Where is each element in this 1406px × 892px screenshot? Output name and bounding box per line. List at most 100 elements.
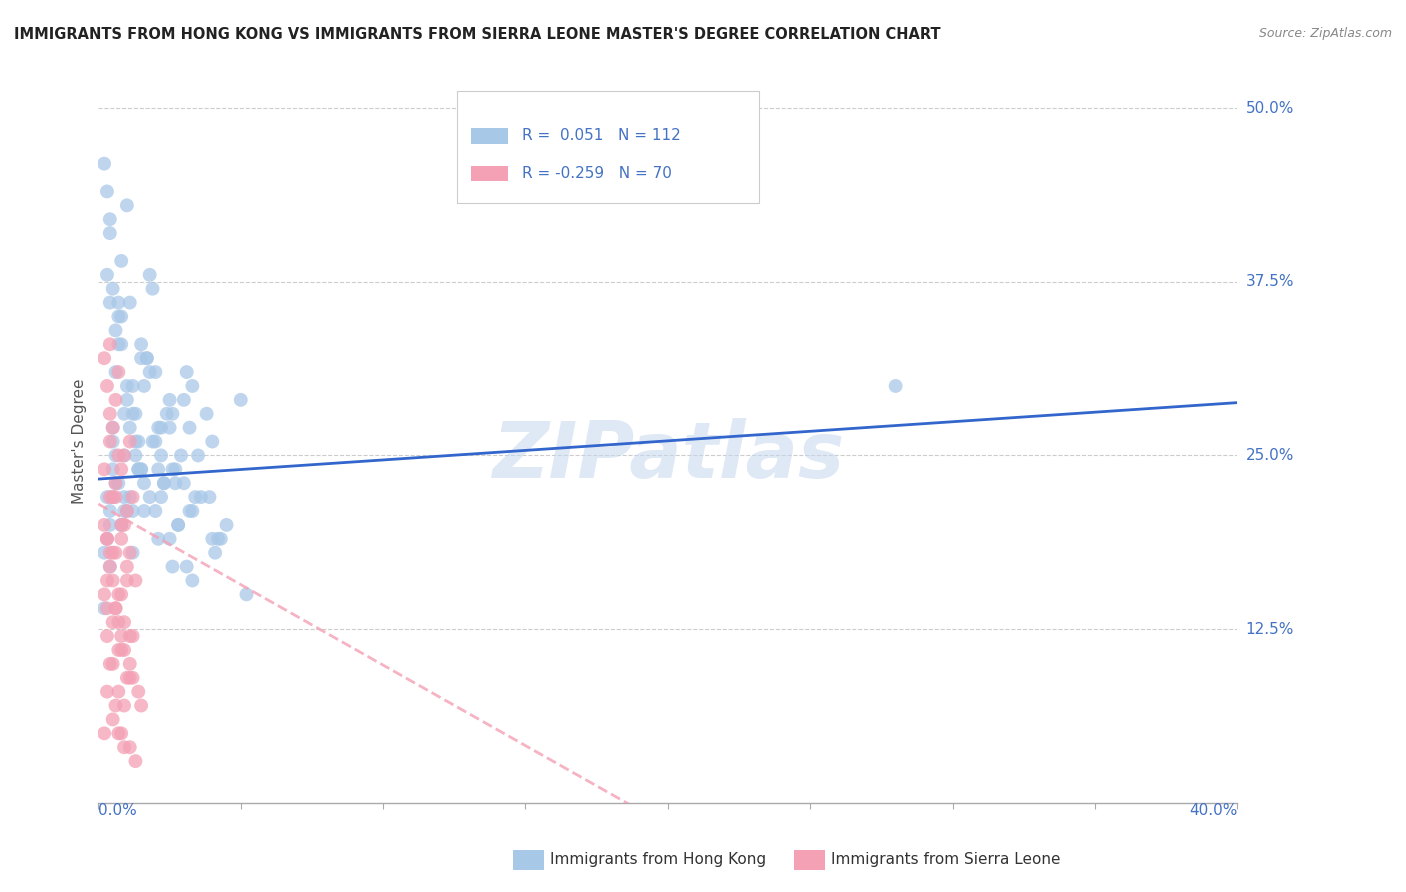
- Point: [176, 559, 198, 574]
- Point: [132, 379, 155, 393]
- Point: [167, 517, 190, 532]
- Point: [93, 156, 115, 170]
- Point: [101, 434, 124, 449]
- Point: [110, 532, 132, 546]
- Point: [104, 476, 127, 491]
- Point: [107, 643, 129, 657]
- Point: [107, 310, 129, 324]
- Point: [96, 629, 118, 643]
- Point: [104, 490, 127, 504]
- Y-axis label: Master's Degree: Master's Degree: [72, 379, 87, 504]
- Point: [107, 587, 129, 601]
- Point: [93, 462, 115, 476]
- Point: [121, 504, 143, 518]
- Point: [165, 462, 187, 476]
- Point: [215, 517, 238, 532]
- Point: [112, 407, 135, 421]
- Point: [124, 449, 146, 463]
- Point: [201, 532, 224, 546]
- Point: [135, 351, 157, 366]
- Point: [141, 282, 163, 296]
- Text: 37.5%: 37.5%: [1246, 274, 1294, 289]
- Point: [96, 574, 118, 588]
- Point: [179, 504, 201, 518]
- Point: [93, 351, 115, 366]
- Point: [132, 476, 155, 491]
- Point: [129, 337, 152, 351]
- Point: [110, 462, 132, 476]
- Point: [101, 282, 124, 296]
- Point: [145, 434, 167, 449]
- Point: [104, 476, 127, 491]
- Point: [98, 559, 121, 574]
- Point: [96, 532, 118, 546]
- Point: [96, 185, 118, 199]
- Point: [162, 407, 184, 421]
- Text: 40.0%: 40.0%: [1189, 803, 1237, 818]
- Text: 12.5%: 12.5%: [1246, 622, 1294, 637]
- Point: [121, 629, 143, 643]
- Point: [235, 587, 257, 601]
- Point: [181, 379, 204, 393]
- Point: [129, 462, 152, 476]
- Text: 25.0%: 25.0%: [1246, 448, 1294, 463]
- Text: ZIPatlas: ZIPatlas: [492, 418, 844, 494]
- Point: [181, 504, 204, 518]
- Point: [93, 546, 115, 560]
- Point: [96, 684, 118, 698]
- Point: [104, 601, 127, 615]
- Point: [93, 517, 115, 532]
- Point: [107, 449, 129, 463]
- Point: [153, 476, 176, 491]
- Point: [112, 517, 135, 532]
- Point: [156, 407, 179, 421]
- Point: [101, 420, 124, 434]
- Point: [148, 532, 170, 546]
- Point: [101, 574, 124, 588]
- Point: [198, 490, 221, 504]
- Point: [98, 407, 121, 421]
- Point: [96, 379, 118, 393]
- Point: [101, 713, 124, 727]
- Point: [170, 449, 193, 463]
- Point: [98, 546, 121, 560]
- Point: [98, 337, 121, 351]
- Point: [98, 226, 121, 240]
- Point: [107, 365, 129, 379]
- Point: [104, 365, 127, 379]
- Point: [96, 532, 118, 546]
- Point: [121, 379, 143, 393]
- FancyBboxPatch shape: [471, 128, 509, 144]
- Point: [96, 490, 118, 504]
- Point: [110, 337, 132, 351]
- Point: [124, 754, 146, 768]
- Point: [150, 420, 173, 434]
- Point: [173, 476, 195, 491]
- Point: [184, 490, 207, 504]
- Point: [209, 532, 232, 546]
- Point: [107, 295, 129, 310]
- Point: [112, 740, 135, 755]
- FancyBboxPatch shape: [471, 166, 509, 181]
- Point: [96, 532, 118, 546]
- Point: [167, 517, 190, 532]
- Point: [101, 546, 124, 560]
- Point: [115, 559, 138, 574]
- Point: [98, 212, 121, 227]
- Point: [115, 392, 138, 407]
- Point: [138, 490, 160, 504]
- Point: [93, 587, 115, 601]
- Point: [127, 684, 149, 698]
- Point: [121, 546, 143, 560]
- Point: [187, 449, 209, 463]
- Point: [127, 462, 149, 476]
- Point: [207, 532, 229, 546]
- Point: [124, 574, 146, 588]
- Point: [204, 546, 226, 560]
- Point: [121, 671, 143, 685]
- Point: [110, 587, 132, 601]
- Point: [118, 740, 141, 755]
- Point: [101, 615, 124, 630]
- Point: [104, 698, 127, 713]
- Point: [118, 420, 141, 434]
